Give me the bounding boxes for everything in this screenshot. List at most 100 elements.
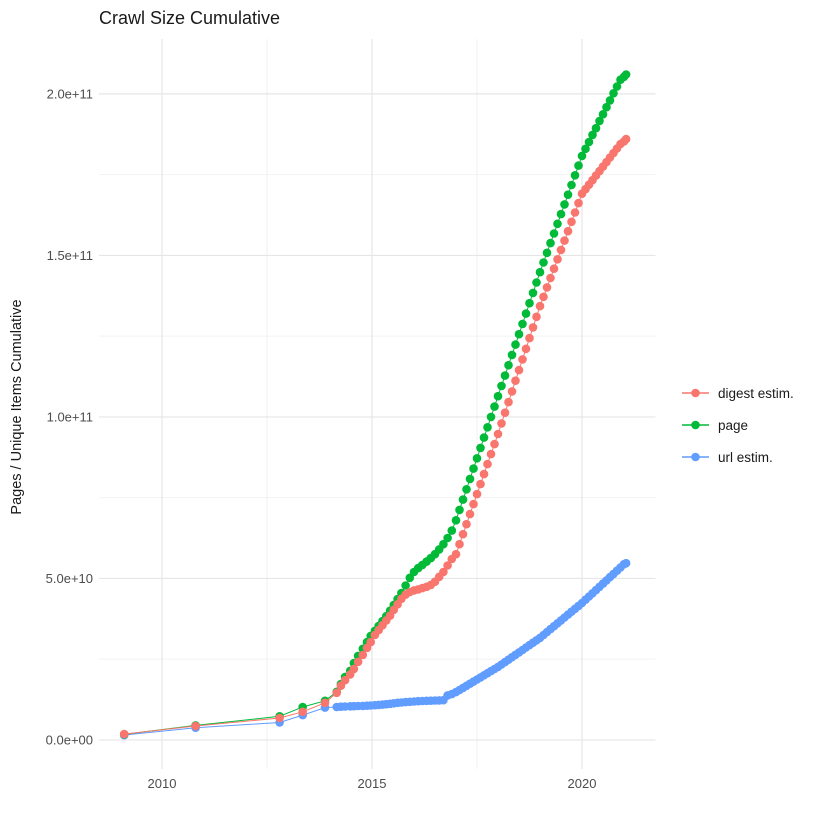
series-point-digest-estim (546, 273, 555, 283)
series-point-digest-estim (320, 698, 330, 708)
series-point-page (570, 171, 580, 180)
series-point-page (439, 539, 448, 549)
series-point-digest-estim (332, 688, 342, 698)
series-point-page (497, 381, 506, 391)
series-point-page (563, 190, 573, 199)
series-point-digest-estim (443, 561, 452, 570)
legend-label: url estim. (718, 449, 773, 465)
series-point-page (500, 371, 510, 380)
x-axis-tick-label: 2020 (568, 776, 597, 791)
series-point-digest-estim (507, 387, 517, 396)
y-axis-tick-label: 5.0e+10 (46, 571, 93, 586)
legend: digest estim. page url estim. (682, 377, 794, 473)
series-point-page (605, 96, 615, 105)
series-point-page (553, 219, 562, 229)
series-point-digest-estim (358, 650, 368, 660)
series-point-page (556, 209, 566, 219)
series-point-digest-estim (549, 264, 559, 274)
series-point-page (532, 278, 541, 287)
series-point-page (511, 340, 520, 349)
series-point-digest-estim (476, 479, 485, 489)
series-point-page (621, 70, 631, 79)
series-point-digest-estim (525, 333, 534, 343)
series-point-page (447, 526, 457, 535)
series-point-digest-estim (472, 489, 482, 499)
legend-key-point (691, 420, 700, 430)
series-point-digest-estim (349, 664, 359, 674)
series-point-digest-estim (563, 226, 573, 236)
series-point-page (567, 180, 576, 190)
series-point-page (490, 402, 499, 411)
series-point-page (598, 110, 608, 119)
series-point-page (539, 258, 548, 267)
series-point-digest-estim (553, 254, 562, 264)
legend-key-icon (682, 388, 709, 398)
series-point-page (479, 433, 489, 442)
series-point-digest-estim (511, 376, 520, 386)
series-point-digest-estim (518, 355, 527, 364)
series-point-digest-estim (191, 721, 200, 731)
series-point-digest-estim (560, 236, 569, 245)
legend-key-icon (682, 420, 709, 430)
legend-item-url-estim: url estim. (682, 441, 794, 473)
series-point-digest-estim (542, 283, 552, 292)
series-point-page (443, 533, 452, 543)
series-point-digest-estim (462, 519, 471, 529)
series-point-digest-estim (539, 292, 548, 302)
series-point-digest-estim (556, 245, 566, 255)
x-axis-tick-label: 2010 (148, 776, 177, 791)
series-point-page (574, 161, 583, 170)
series-point-digest-estim (570, 208, 580, 217)
series-point-digest-estim (535, 301, 545, 311)
series-point-digest-estim (451, 549, 461, 559)
series-point-page (581, 144, 590, 154)
legend-key-point (691, 388, 700, 398)
legend-item-digest-estim: digest estim. (682, 377, 794, 409)
series-point-page (560, 200, 569, 209)
legend-label: page (718, 417, 749, 433)
series-point-page (401, 581, 410, 590)
series-point-page (465, 474, 475, 484)
series-point-digest-estim (458, 529, 468, 539)
series-point-page (469, 464, 478, 473)
series-point-digest-estim (483, 459, 492, 469)
series-point-digest-estim (514, 365, 524, 375)
series-point-page (588, 130, 597, 140)
series-point-page (609, 89, 618, 98)
series-point-page (525, 298, 534, 308)
y-axis-tick-label: 1.0e+11 (47, 409, 93, 424)
series-point-digest-estim (275, 713, 284, 723)
series-point-digest-estim (490, 439, 499, 449)
y-axis-tick-label: 1.5e+11 (47, 248, 93, 263)
series-point-page (514, 329, 524, 339)
series-point-digest-estim (353, 657, 363, 667)
series-point-page (542, 248, 552, 258)
series-point-digest-estim (504, 397, 513, 407)
series-point-page (602, 102, 611, 112)
series-line-digest-estim (124, 138, 627, 735)
series-point-page (528, 288, 538, 298)
series-point-page (455, 505, 464, 515)
series-point-digest-estim (119, 729, 129, 739)
y-axis-title: Pages / Unique Items Cumulative (9, 299, 25, 515)
series-point-page (476, 443, 485, 453)
series-point-url-estim (621, 558, 631, 568)
series-point-digest-estim (439, 567, 448, 577)
series-point-digest-estim (567, 217, 576, 227)
series-point-page (612, 82, 622, 91)
series-point-page (493, 391, 503, 401)
series-point-digest-estim (479, 469, 489, 479)
series-point-page (507, 350, 517, 360)
series-point-page (577, 151, 587, 161)
series-point-page (595, 116, 604, 126)
series-point-page (549, 229, 559, 238)
series-point-digest-estim (500, 408, 510, 418)
series-point-digest-estim (521, 344, 531, 354)
series-point-page (483, 423, 492, 432)
series-point-page (546, 238, 555, 248)
series-point-page (518, 319, 527, 329)
legend-item-page: page (682, 409, 794, 441)
series-point-digest-estim (574, 198, 583, 208)
series-point-digest-estim (497, 419, 506, 428)
